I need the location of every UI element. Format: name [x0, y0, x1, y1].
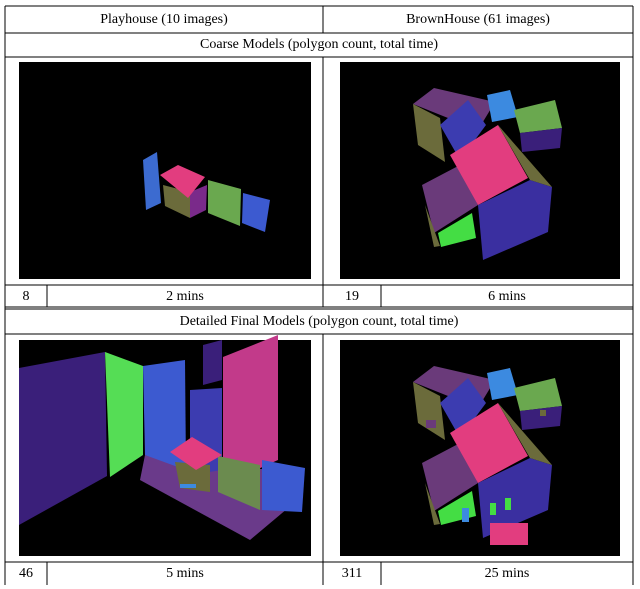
model-render	[19, 335, 305, 540]
model-render	[413, 366, 562, 545]
total-time: 2 mins	[166, 289, 204, 304]
polygon-count: 19	[345, 289, 359, 304]
column-header: Playhouse (10 images)	[100, 12, 228, 27]
polygon-count: 311	[342, 566, 362, 581]
polygon-count: 8	[23, 289, 30, 304]
image-panel	[19, 62, 311, 279]
total-time: 5 mins	[166, 566, 204, 581]
total-time: 25 mins	[485, 566, 530, 581]
column-header: BrownHouse (61 images)	[406, 12, 550, 27]
section-title: Coarse Models (polygon count, total time…	[200, 37, 438, 52]
model-render	[143, 152, 270, 232]
total-time: 6 mins	[488, 289, 526, 304]
polygon-count: 46	[19, 566, 33, 581]
section-title: Detailed Final Models (polygon count, to…	[180, 314, 459, 329]
table-rules	[4, 5, 634, 585]
